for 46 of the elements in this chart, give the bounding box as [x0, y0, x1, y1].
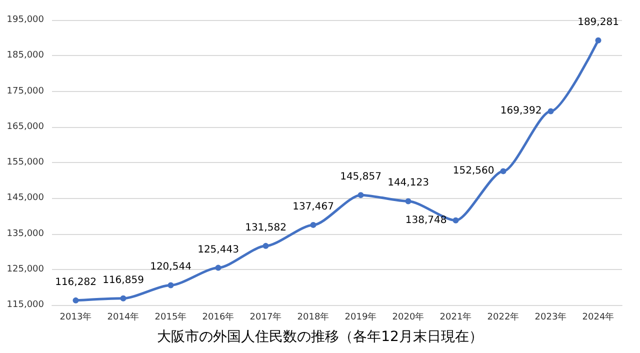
- x-tick-label: 2017年: [250, 312, 282, 322]
- y-tick-label: 155,000: [6, 158, 44, 168]
- data-label: 138,748: [405, 214, 447, 226]
- data-label: 189,281: [578, 16, 619, 28]
- data-label: 131,582: [245, 222, 286, 234]
- x-tick-label: 2018年: [297, 312, 330, 322]
- y-tick-label: 165,000: [6, 122, 44, 132]
- text: 大阪市の外国人住民数の推移（各年12月末日現在）: [157, 329, 483, 345]
- x-tick-label: 2024年: [582, 312, 614, 322]
- data-label: 116,859: [102, 274, 144, 286]
- point: [310, 222, 316, 228]
- point: [500, 168, 506, 174]
- point: [548, 108, 554, 114]
- x-tick-label: 2022年: [487, 312, 520, 322]
- point: [215, 264, 222, 271]
- point: [168, 282, 174, 288]
- data-label: 145,857: [340, 172, 382, 183]
- point: [452, 217, 459, 224]
- point: [72, 297, 79, 304]
- y-tick-label: 145,000: [6, 193, 44, 204]
- x-tick-label: 2019年: [344, 312, 377, 322]
- x-tick-label: 2013年: [60, 312, 92, 322]
- y-tick-label: 125,000: [6, 264, 44, 274]
- y-tick-label: 185,000: [6, 50, 44, 61]
- y-tick-label: 135,000: [6, 228, 44, 239]
- y-tick-label: 195,000: [6, 15, 44, 25]
- data-label: 125,443: [198, 244, 239, 256]
- data-label: 137,467: [292, 201, 334, 212]
- data-label: 120,544: [150, 262, 192, 273]
- data-label: 152,560: [452, 166, 494, 177]
- x-tick-label: 2021年: [440, 312, 472, 322]
- data-label: 169,392: [500, 106, 542, 117]
- x-tick-label: 2015年: [154, 312, 187, 322]
- point: [120, 295, 126, 302]
- point: [262, 242, 269, 249]
- point: [405, 198, 412, 204]
- y-tick-label: 115,000: [6, 300, 44, 310]
- data-label: 116,282: [55, 276, 96, 288]
- x-tick-label: 2020年: [392, 312, 424, 322]
- data-label: 144,123: [388, 178, 429, 189]
- x-tick-label: 2023年: [534, 312, 567, 322]
- point: [358, 192, 364, 198]
- y-tick-label: 175,000: [6, 86, 44, 96]
- x-tick-label: 2014年: [107, 312, 140, 322]
- point: [595, 37, 602, 44]
- x-tick-label: 2016年: [202, 312, 234, 322]
